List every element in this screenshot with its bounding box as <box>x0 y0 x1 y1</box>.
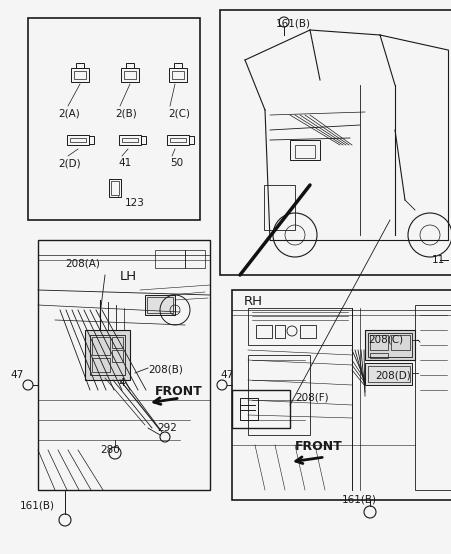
Bar <box>147 297 173 313</box>
Bar <box>89 136 94 144</box>
Bar <box>67 135 89 145</box>
Text: 50: 50 <box>170 158 183 168</box>
Text: FRONT: FRONT <box>155 385 202 398</box>
Bar <box>172 71 184 79</box>
Text: 4: 4 <box>118 378 124 388</box>
Text: 208(A): 208(A) <box>65 258 100 268</box>
Bar <box>122 138 138 142</box>
Bar <box>28 18 199 220</box>
Text: 208(F): 208(F) <box>295 392 328 402</box>
Bar <box>111 181 119 195</box>
Bar <box>76 63 84 68</box>
Text: LH: LH <box>120 270 137 283</box>
Bar <box>414 305 451 490</box>
Bar <box>124 71 136 79</box>
Text: 208(B): 208(B) <box>147 365 183 375</box>
Bar <box>299 325 315 338</box>
Bar <box>295 145 314 158</box>
Bar <box>70 138 86 142</box>
Bar <box>38 240 210 490</box>
Text: 161(B): 161(B) <box>20 500 55 510</box>
Bar <box>239 398 258 420</box>
Bar <box>263 185 295 230</box>
Bar <box>274 325 285 338</box>
Bar <box>74 71 86 79</box>
Bar <box>369 353 387 358</box>
Bar <box>367 366 409 382</box>
Bar <box>109 179 121 197</box>
Bar <box>145 295 175 315</box>
Bar <box>141 136 146 144</box>
Bar <box>248 308 351 345</box>
Text: 2(B): 2(B) <box>115 108 137 118</box>
Bar <box>112 350 123 362</box>
Bar <box>255 325 272 338</box>
Bar <box>364 363 411 385</box>
Bar <box>170 138 186 142</box>
Text: 161(B): 161(B) <box>276 18 310 28</box>
Bar <box>231 390 290 428</box>
Bar <box>169 68 187 82</box>
Bar <box>174 63 182 68</box>
Text: 41: 41 <box>118 158 131 168</box>
Bar <box>369 335 387 350</box>
Text: FRONT: FRONT <box>295 440 342 453</box>
Bar <box>184 250 205 268</box>
Bar <box>85 330 130 380</box>
Text: 123: 123 <box>125 198 145 208</box>
Text: 47: 47 <box>220 370 233 380</box>
Bar <box>220 10 451 275</box>
Bar <box>119 135 141 145</box>
Text: 2(D): 2(D) <box>58 158 80 168</box>
Bar <box>290 140 319 160</box>
Text: 47: 47 <box>10 370 23 380</box>
Bar <box>121 68 139 82</box>
Bar <box>155 250 184 268</box>
Text: RH: RH <box>244 295 262 308</box>
Bar <box>71 68 89 82</box>
Bar <box>189 136 193 144</box>
Bar <box>166 135 189 145</box>
Text: 2(A): 2(A) <box>58 108 79 118</box>
Text: 208(D): 208(D) <box>374 370 410 380</box>
Bar <box>231 290 451 500</box>
Bar <box>248 355 309 435</box>
Bar <box>92 337 110 355</box>
Text: 292: 292 <box>156 423 176 433</box>
Bar <box>390 335 409 350</box>
Bar <box>92 358 110 372</box>
Text: 11: 11 <box>431 255 444 265</box>
Bar <box>367 333 411 357</box>
Bar <box>90 335 125 375</box>
Text: 280: 280 <box>100 445 120 455</box>
Bar <box>112 337 123 348</box>
Bar <box>126 63 133 68</box>
Text: 161(B): 161(B) <box>341 495 376 505</box>
Bar <box>364 330 414 360</box>
Text: 208(C): 208(C) <box>367 335 402 345</box>
Text: 2(C): 2(C) <box>168 108 189 118</box>
